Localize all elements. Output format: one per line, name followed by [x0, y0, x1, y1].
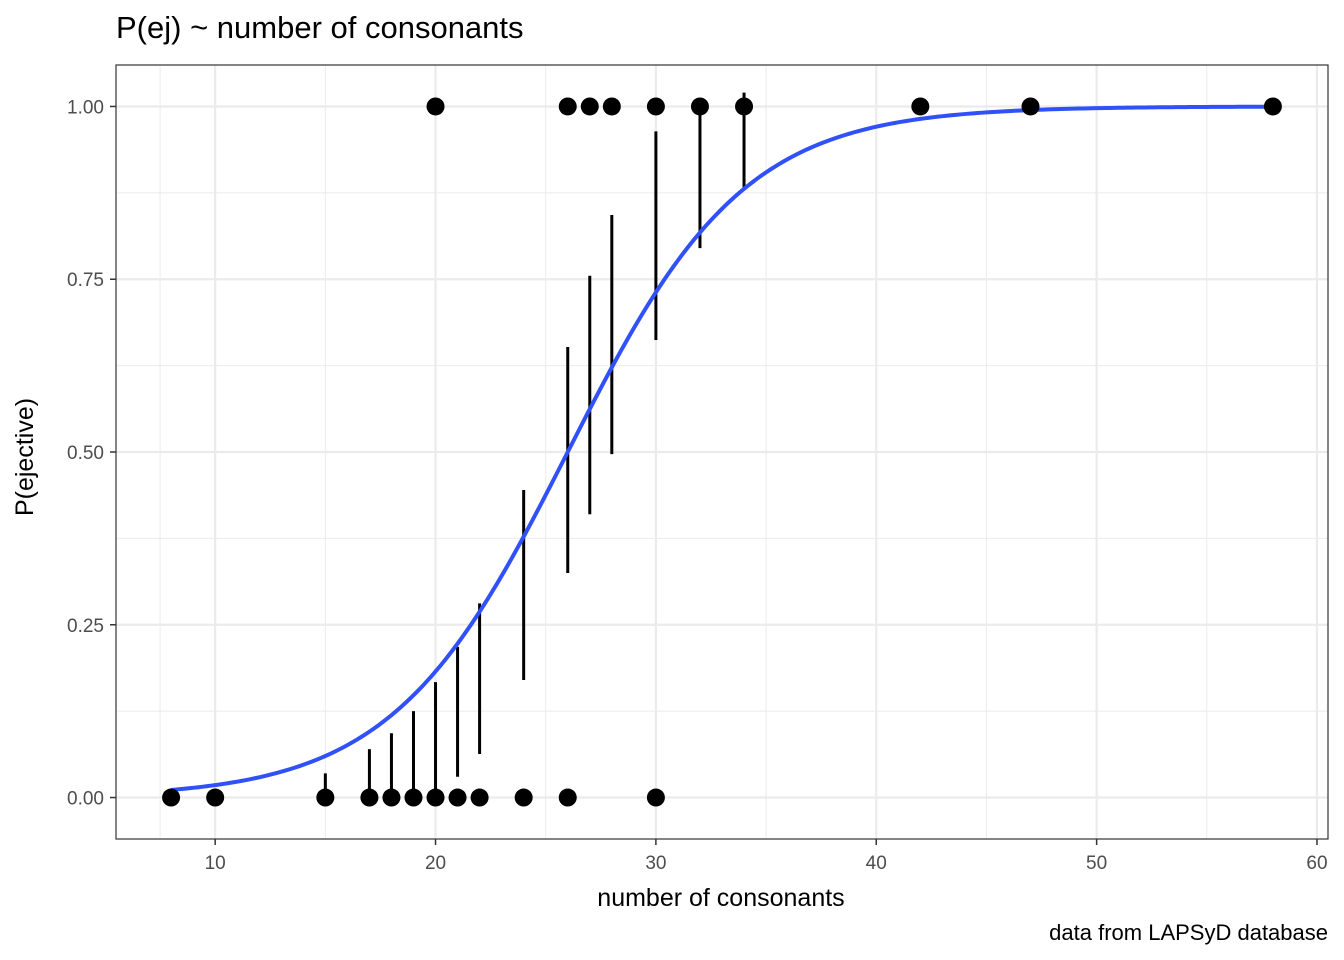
data-point — [206, 788, 225, 807]
data-point — [1263, 97, 1282, 116]
data-point — [470, 788, 489, 807]
data-point — [426, 788, 445, 807]
x-tick-label: 30 — [645, 853, 666, 874]
data-point — [382, 788, 401, 807]
y-tick-label: 0.75 — [67, 270, 104, 291]
y-tick-label: 0.25 — [67, 616, 104, 637]
data-point — [514, 788, 533, 807]
y-axis-title: P(ejective) — [11, 398, 39, 516]
y-tick-label: 0.00 — [67, 789, 104, 810]
y-tick-label: 0.50 — [67, 443, 104, 464]
data-point — [602, 97, 621, 116]
data-point — [162, 788, 181, 807]
chart-title: P(ej) ~ number of consonants — [116, 10, 524, 45]
data-point — [316, 788, 335, 807]
data-point — [558, 788, 577, 807]
data-points — [162, 97, 1282, 807]
x-tick-label: 40 — [866, 853, 887, 874]
data-point — [404, 788, 423, 807]
data-point — [580, 97, 599, 116]
x-tick-label: 10 — [205, 853, 226, 874]
fit-curve — [170, 104, 1273, 792]
data-point — [426, 97, 445, 116]
error-bars — [323, 92, 746, 798]
x-axis-title: number of consonants — [597, 884, 844, 912]
x-axis-ticks: 10 20 30 40 50 60 — [205, 839, 1328, 874]
grid-major — [116, 65, 1328, 839]
data-point — [360, 788, 379, 807]
y-tick-label: 1.00 — [67, 97, 104, 118]
data-point — [558, 97, 577, 116]
data-point — [911, 97, 930, 116]
x-tick-label: 50 — [1086, 853, 1107, 874]
data-point — [1021, 97, 1040, 116]
data-point — [690, 97, 709, 116]
data-point — [646, 97, 665, 116]
data-point — [448, 788, 467, 807]
data-point — [646, 788, 665, 807]
data-point — [735, 97, 754, 116]
y-axis-ticks: 0.00 0.25 0.50 0.75 1.00 — [67, 97, 116, 810]
x-tick-label: 60 — [1306, 853, 1327, 874]
chart-caption: data from LAPSyD database — [1049, 920, 1328, 945]
x-tick-label: 20 — [425, 853, 446, 874]
